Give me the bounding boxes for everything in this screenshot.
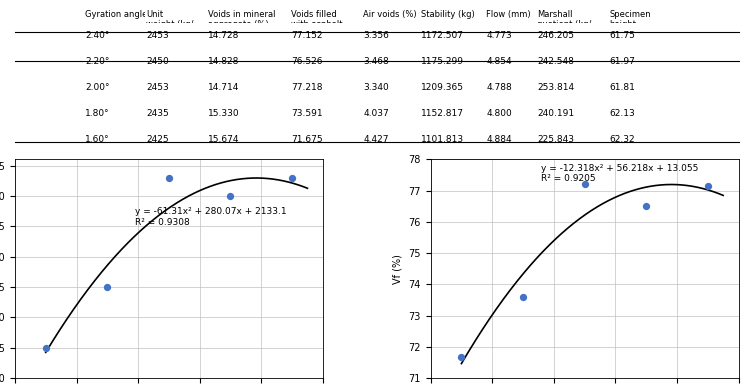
Point	[40, 345, 51, 351]
Point	[640, 202, 652, 208]
Point	[225, 193, 236, 199]
Point	[517, 294, 529, 300]
Point	[456, 354, 468, 360]
Point	[579, 181, 591, 187]
Point	[101, 284, 113, 290]
Point	[702, 183, 714, 189]
Text: y = -61.31x² + 280.07x + 2133.1
R² = 0.9308: y = -61.31x² + 280.07x + 2133.1 R² = 0.9…	[135, 208, 286, 227]
Point	[163, 174, 175, 181]
Y-axis label: Vf (%): Vf (%)	[393, 254, 403, 284]
Point	[286, 174, 298, 181]
Text: y = -12.318x² + 56.218x + 13.055
R² = 0.9205: y = -12.318x² + 56.218x + 13.055 R² = 0.…	[542, 164, 699, 183]
